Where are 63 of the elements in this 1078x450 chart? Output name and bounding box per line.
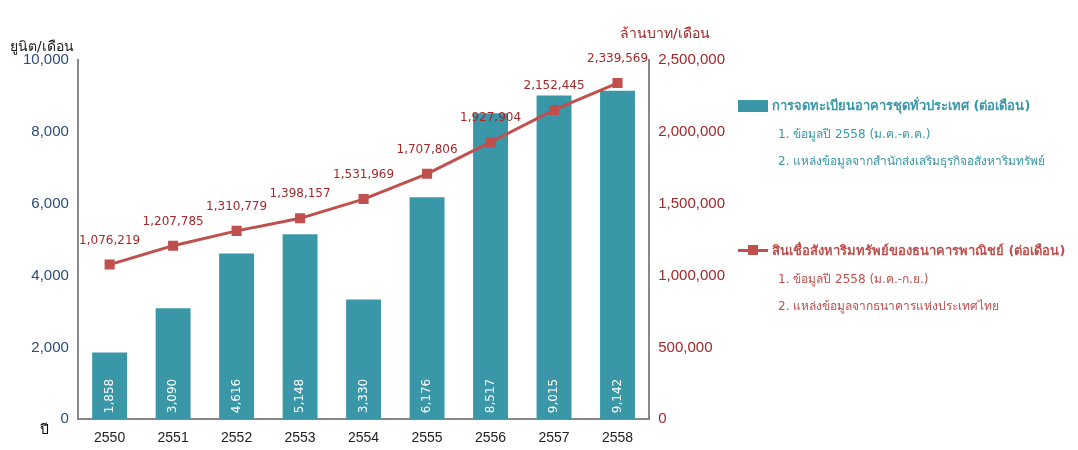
y-tick-label: 0 xyxy=(60,409,69,427)
data-label: 1,076,219 xyxy=(79,232,141,247)
point xyxy=(422,168,433,179)
text: 2. แหล่งข้อมูลจากสำนักส่งเสริมธุรกิจอสังหาริมทรัพย์ xyxy=(778,153,1047,170)
x-tick-label: 2552 xyxy=(221,429,253,446)
data-label: 9,015 xyxy=(546,378,561,414)
legend-label: การจดทะเบียนอาคารชุดทั่วประเทศ (ต่อเดือน) xyxy=(772,95,1031,116)
point xyxy=(549,104,560,115)
data-label: 5,148 xyxy=(292,378,307,414)
bar xyxy=(92,352,128,420)
x-tick-label: 2554 xyxy=(348,429,380,446)
point xyxy=(231,225,242,236)
data-label: 1,310,779 xyxy=(206,198,268,213)
point xyxy=(612,78,623,89)
data-label: 1,858 xyxy=(101,378,116,414)
bar xyxy=(346,299,382,420)
point xyxy=(485,137,496,148)
x-tick-label: 2551 xyxy=(157,429,189,446)
data-label: 3,330 xyxy=(355,378,370,414)
data-label: 3,090 xyxy=(165,378,180,414)
y2-axis-title: ล้านบาท/เดือน xyxy=(620,24,710,43)
y2-tick-label: 2,000,000 xyxy=(658,121,725,139)
y-tick-label: 8,000 xyxy=(31,121,69,139)
data-label: 1,707,806 xyxy=(396,141,458,156)
text: 1. ข้อมูลปี 2558 (ม.ค.-ก.ย.) xyxy=(778,271,930,288)
text: 1. ข้อมูลปี 2558 (ม.ค.-ต.ค.) xyxy=(778,126,932,143)
y2-tick-label: 1,500,000 xyxy=(658,193,725,211)
point xyxy=(104,259,115,270)
y2-tick-label: 0 xyxy=(658,409,667,427)
data-label: 9,142 xyxy=(609,378,624,414)
bar xyxy=(282,234,318,420)
y2-tick-label: 1,000,000 xyxy=(658,265,725,283)
x-tick-label: 2555 xyxy=(411,429,443,446)
y-tick-label: 6,000 xyxy=(31,193,69,211)
point xyxy=(295,213,306,224)
data-label: 1,398,157 xyxy=(269,186,331,201)
bar xyxy=(409,197,445,420)
y-tick-label: 4,000 xyxy=(31,265,69,283)
x-tick-label: 2550 xyxy=(94,429,126,446)
data-label: 6,176 xyxy=(419,378,434,414)
legend-label: สินเชื่อสังหาริมทรัพย์ของธนาคารพาณิชย์ (ต่อเดือน) xyxy=(772,240,1066,260)
data-label: 1,531,969 xyxy=(333,167,395,182)
data-label: 8,517 xyxy=(482,378,497,414)
x-tick-label: 2558 xyxy=(601,429,634,446)
y2-tick-label: 500,000 xyxy=(658,337,713,355)
point xyxy=(168,240,179,251)
y-tick-label: 2,000 xyxy=(31,337,69,355)
y2-tick-label: 2,500,000 xyxy=(658,50,725,68)
x-tick-label: 2557 xyxy=(538,429,570,446)
x-axis-title: ปี xyxy=(40,420,49,439)
bar xyxy=(600,90,635,420)
point xyxy=(358,194,369,205)
x-tick-label: 2553 xyxy=(284,429,316,446)
data-label: 2,152,445 xyxy=(523,78,585,93)
data-label: 2,339,569 xyxy=(586,51,649,66)
data-label: 4,616 xyxy=(228,378,243,414)
bar xyxy=(536,95,572,420)
bar xyxy=(155,308,191,420)
x-tick-label: 2556 xyxy=(474,429,507,446)
text: 2. แหล่งข้อมูลจากธนาคารแห่งประเทศไทย xyxy=(778,298,1001,315)
data-label: 1,207,785 xyxy=(142,213,204,228)
y-axis-title: ยูนิต/เดือน xyxy=(10,37,74,55)
bar xyxy=(219,253,255,420)
